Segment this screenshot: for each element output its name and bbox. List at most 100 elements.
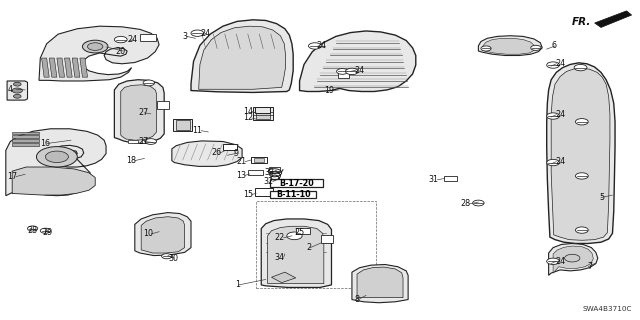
Circle shape <box>575 173 588 179</box>
Bar <box>175 121 189 130</box>
Bar <box>251 157 267 163</box>
Text: 25: 25 <box>294 228 305 237</box>
Circle shape <box>162 254 172 259</box>
Text: 32: 32 <box>264 177 274 186</box>
Circle shape <box>40 228 51 233</box>
Polygon shape <box>12 167 95 195</box>
Polygon shape <box>172 141 242 166</box>
Circle shape <box>115 36 127 43</box>
Text: 9: 9 <box>234 149 239 158</box>
Text: 7: 7 <box>587 262 592 271</box>
Polygon shape <box>352 265 408 303</box>
Polygon shape <box>268 226 324 284</box>
Text: 12: 12 <box>243 114 253 123</box>
Polygon shape <box>115 80 164 143</box>
Polygon shape <box>57 58 65 77</box>
Text: 24: 24 <box>555 257 565 266</box>
Circle shape <box>143 80 155 86</box>
Text: 10: 10 <box>143 229 153 238</box>
Circle shape <box>531 45 541 50</box>
Circle shape <box>12 88 22 93</box>
Polygon shape <box>42 58 49 77</box>
Text: 11: 11 <box>193 126 202 135</box>
Polygon shape <box>12 132 39 134</box>
Polygon shape <box>80 58 88 77</box>
Circle shape <box>472 200 484 206</box>
Bar <box>270 191 316 197</box>
Circle shape <box>564 254 580 262</box>
Polygon shape <box>39 26 159 81</box>
Bar <box>248 170 262 175</box>
Text: 4: 4 <box>7 85 12 94</box>
Polygon shape <box>551 68 610 240</box>
Circle shape <box>145 139 157 144</box>
Circle shape <box>575 227 588 233</box>
Circle shape <box>45 151 68 163</box>
Polygon shape <box>553 246 593 273</box>
Text: 22: 22 <box>275 233 285 242</box>
Circle shape <box>547 159 559 166</box>
Circle shape <box>88 43 103 50</box>
Circle shape <box>191 30 204 36</box>
Text: 13: 13 <box>237 171 246 180</box>
Text: 18: 18 <box>126 156 136 165</box>
Bar <box>270 179 323 187</box>
Polygon shape <box>6 129 106 196</box>
Circle shape <box>287 232 302 240</box>
Polygon shape <box>49 58 57 77</box>
Polygon shape <box>191 20 293 92</box>
Bar <box>129 140 138 143</box>
Circle shape <box>36 147 77 167</box>
Circle shape <box>547 113 559 119</box>
Text: 31: 31 <box>429 175 439 184</box>
Polygon shape <box>12 139 39 142</box>
Text: 1: 1 <box>235 280 240 289</box>
Text: SWA4B3710C: SWA4B3710C <box>582 306 632 312</box>
Polygon shape <box>547 63 615 244</box>
Circle shape <box>83 40 108 53</box>
Bar <box>338 72 349 78</box>
Bar <box>223 144 237 150</box>
Text: 24: 24 <box>200 29 210 38</box>
Bar <box>140 34 156 41</box>
Text: B-11-10: B-11-10 <box>276 189 310 199</box>
Circle shape <box>308 43 321 49</box>
Text: 21: 21 <box>236 157 246 166</box>
Text: 2: 2 <box>307 243 312 252</box>
Circle shape <box>13 82 21 86</box>
Bar <box>256 109 270 119</box>
Polygon shape <box>198 26 285 89</box>
Bar <box>255 188 273 196</box>
Bar <box>296 228 310 234</box>
Text: 24: 24 <box>555 110 565 119</box>
Text: 24: 24 <box>555 59 565 68</box>
Bar <box>253 108 273 120</box>
Bar <box>255 107 270 113</box>
Text: B-17-20: B-17-20 <box>279 179 314 188</box>
Text: 3: 3 <box>183 32 188 41</box>
Text: 20: 20 <box>115 46 125 56</box>
Circle shape <box>28 226 38 231</box>
Text: 30: 30 <box>168 254 178 263</box>
Polygon shape <box>261 219 332 287</box>
Text: 24: 24 <box>355 66 365 75</box>
Text: 24: 24 <box>317 41 327 51</box>
Circle shape <box>574 64 587 71</box>
Polygon shape <box>300 31 416 92</box>
Circle shape <box>547 258 559 265</box>
Polygon shape <box>121 85 157 140</box>
Circle shape <box>575 119 588 125</box>
Polygon shape <box>72 58 80 77</box>
Text: 27: 27 <box>138 137 148 146</box>
Circle shape <box>13 94 21 98</box>
Circle shape <box>38 172 53 180</box>
Polygon shape <box>141 217 184 253</box>
Text: 28: 28 <box>461 199 470 208</box>
Bar <box>321 235 333 243</box>
Text: 24: 24 <box>127 35 137 44</box>
Circle shape <box>346 68 358 75</box>
Text: 8: 8 <box>355 295 360 304</box>
Polygon shape <box>271 272 296 283</box>
Text: 27: 27 <box>138 108 148 117</box>
Text: 17: 17 <box>7 172 17 181</box>
